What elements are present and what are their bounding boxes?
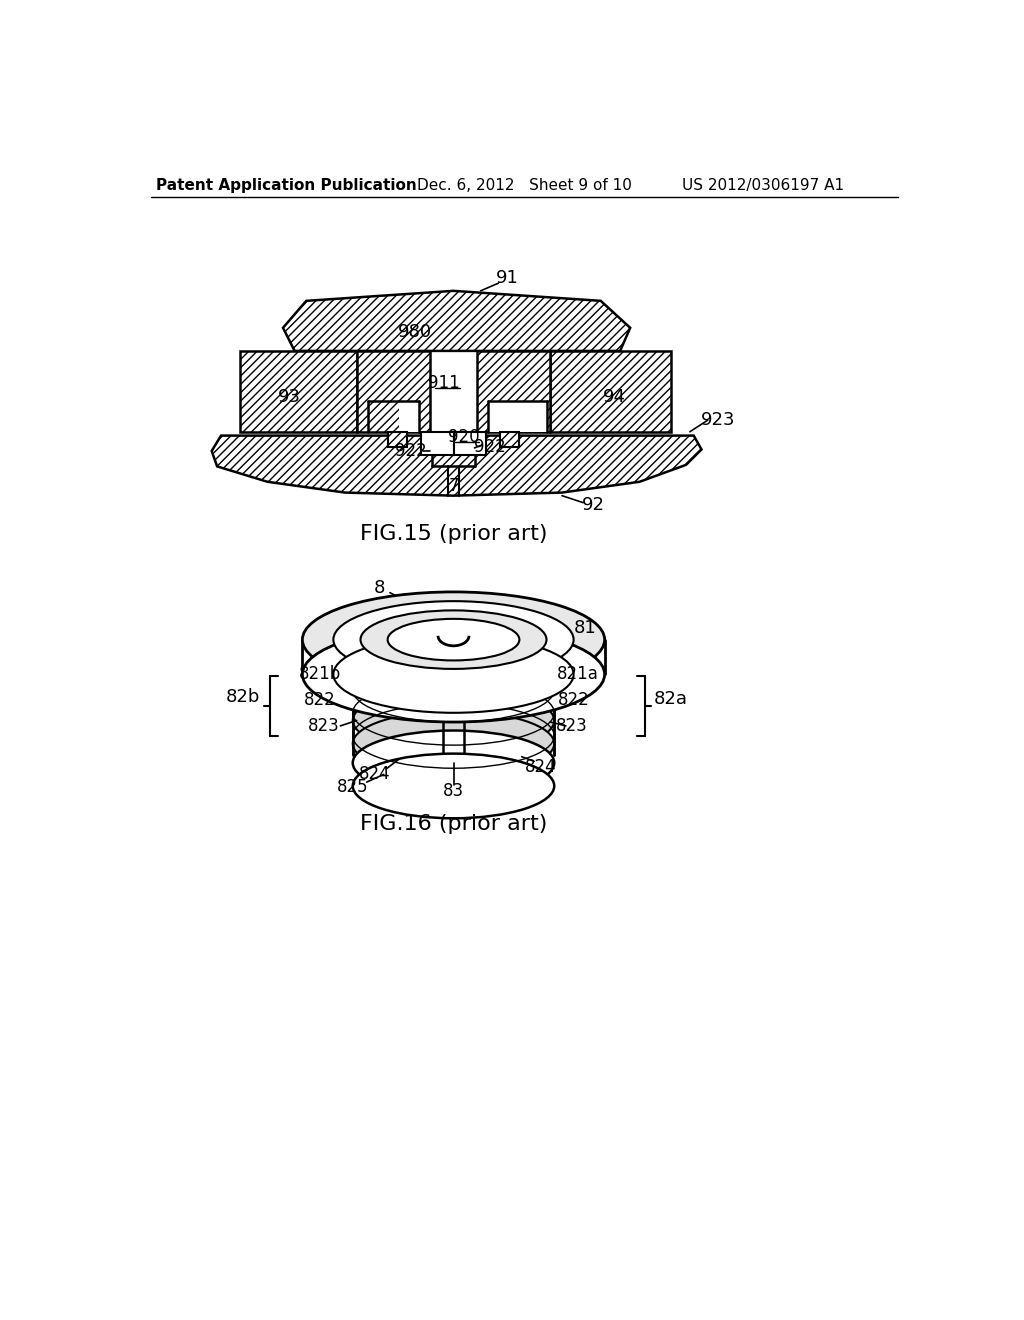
Text: 91: 91: [497, 269, 519, 286]
Ellipse shape: [388, 619, 519, 660]
Text: 823: 823: [307, 717, 339, 735]
Text: 923: 923: [701, 412, 736, 429]
Polygon shape: [550, 351, 671, 432]
Polygon shape: [283, 290, 630, 351]
Ellipse shape: [352, 730, 554, 795]
Text: 94: 94: [603, 388, 627, 407]
Text: Dec. 6, 2012   Sheet 9 of 10: Dec. 6, 2012 Sheet 9 of 10: [418, 178, 632, 193]
Text: 821a: 821a: [557, 665, 598, 684]
Text: 82a: 82a: [653, 690, 687, 708]
Polygon shape: [356, 351, 430, 432]
Polygon shape: [454, 432, 486, 455]
Ellipse shape: [352, 711, 554, 776]
Text: 920: 920: [447, 428, 479, 446]
Ellipse shape: [352, 754, 554, 818]
Text: 8: 8: [374, 579, 386, 597]
Text: 922: 922: [395, 442, 427, 459]
Text: 825: 825: [337, 779, 369, 796]
Polygon shape: [421, 432, 454, 455]
Ellipse shape: [360, 610, 547, 669]
Text: 7: 7: [449, 477, 459, 495]
Polygon shape: [500, 432, 519, 447]
Ellipse shape: [334, 601, 573, 678]
Text: 823: 823: [555, 717, 587, 735]
Text: 824: 824: [358, 766, 390, 783]
Text: 824: 824: [524, 758, 556, 776]
Ellipse shape: [334, 636, 573, 713]
Polygon shape: [212, 436, 701, 496]
Ellipse shape: [302, 591, 604, 688]
Polygon shape: [488, 401, 547, 432]
Text: 83: 83: [443, 783, 464, 800]
Ellipse shape: [352, 665, 554, 730]
Text: 821b: 821b: [299, 665, 341, 684]
Polygon shape: [369, 401, 419, 432]
Text: 822: 822: [304, 690, 336, 709]
Ellipse shape: [352, 688, 554, 752]
Text: FIG.16 (prior art): FIG.16 (prior art): [359, 814, 547, 834]
Ellipse shape: [302, 627, 604, 722]
Text: FIG.15 (prior art): FIG.15 (prior art): [359, 524, 547, 544]
Text: 82b: 82b: [225, 689, 260, 706]
Text: 980: 980: [397, 322, 432, 341]
Polygon shape: [477, 351, 550, 432]
Polygon shape: [515, 747, 547, 785]
Text: US 2012/0306197 A1: US 2012/0306197 A1: [682, 178, 845, 193]
Text: 81: 81: [573, 619, 597, 638]
Polygon shape: [360, 747, 391, 785]
Ellipse shape: [352, 642, 554, 706]
Text: 92: 92: [582, 496, 604, 513]
Text: 822: 822: [558, 690, 590, 709]
Text: 922: 922: [474, 438, 506, 457]
Text: 911: 911: [428, 375, 460, 392]
Text: 93: 93: [278, 388, 301, 407]
Text: Patent Application Publication: Patent Application Publication: [157, 178, 417, 193]
Polygon shape: [241, 351, 356, 432]
Polygon shape: [388, 432, 407, 447]
